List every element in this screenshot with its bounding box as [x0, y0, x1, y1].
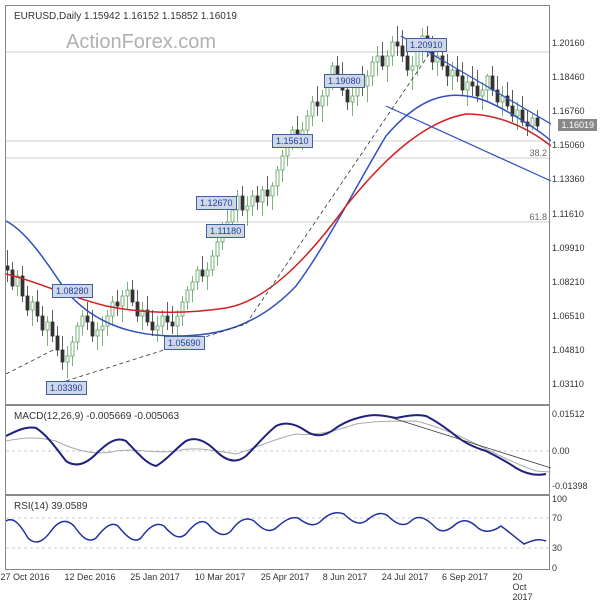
price-callout: 1.11180 — [206, 224, 245, 238]
rsi-y-axis: 10070300 — [552, 496, 597, 571]
price-callout: 1.20910 — [406, 38, 447, 52]
main-y-axis: 1.031101.048101.065101.082101.099101.116… — [552, 6, 597, 406]
macd-chart[interactable]: MACD(12,26,9) -0.005669 -0.005063 0.0151… — [5, 405, 550, 495]
fib-label: 38.2 — [529, 148, 547, 158]
watermark: ActionForex.com — [66, 31, 216, 54]
x-tick-label: 6 Sep 2017 — [442, 572, 488, 582]
rsi-title: RSI(14) 39.0589 — [14, 501, 87, 512]
x-tick-label: 8 Jun 2017 — [323, 572, 368, 582]
rsi-svg — [6, 496, 551, 571]
x-tick-label: 24 Jul 2017 — [382, 572, 429, 582]
price-callout: 1.12670 — [196, 196, 237, 210]
main-svg — [6, 6, 551, 406]
x-tick-label: 10 Mar 2017 — [195, 572, 246, 582]
fib-label: 61.8 — [529, 212, 547, 222]
price-callout: 1.05690 — [164, 336, 205, 350]
x-tick-label: 25 Jan 2017 — [130, 572, 180, 582]
rsi-chart[interactable]: RSI(14) 39.0589 10070300 — [5, 495, 550, 570]
chart-title: EURUSD,Daily 1.15942 1.16152 1.15852 1.1… — [14, 11, 237, 22]
price-callout: 1.08280 — [52, 284, 93, 298]
price-callout: 1.15610 — [272, 134, 313, 148]
macd-y-axis: 0.015120.00-0.01398 — [552, 406, 597, 496]
price-callout: 1.03390 — [46, 381, 87, 395]
current-price-flag: 1.16019 — [558, 119, 597, 131]
macd-title: MACD(12,26,9) -0.005669 -0.005063 — [14, 411, 179, 422]
x-tick-label: 20 Oct 2017 — [513, 572, 538, 602]
x-tick-label: 25 Apr 2017 — [261, 572, 310, 582]
x-axis: 27 Oct 201612 Dec 201625 Jan 201710 Mar … — [5, 572, 550, 615]
x-tick-label: 27 Oct 2016 — [0, 572, 49, 582]
x-tick-label: 12 Dec 2016 — [64, 572, 115, 582]
main-price-chart[interactable]: EURUSD,Daily 1.15942 1.16152 1.15852 1.1… — [5, 5, 550, 405]
price-callout: 1.19080 — [324, 74, 365, 88]
